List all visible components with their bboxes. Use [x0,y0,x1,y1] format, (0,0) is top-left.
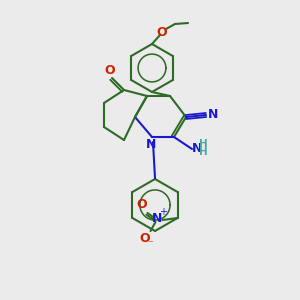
Text: N: N [152,212,163,226]
Text: N: N [146,137,156,151]
Text: H: H [199,147,207,157]
Text: H: H [199,139,207,149]
Text: O: O [105,64,115,77]
Text: +: + [160,207,167,217]
Text: N: N [208,107,218,121]
Text: N: N [192,142,202,154]
Text: O: O [157,26,167,38]
Text: ⁻: ⁻ [148,239,154,249]
Text: O: O [136,199,147,212]
Text: O: O [139,232,150,244]
